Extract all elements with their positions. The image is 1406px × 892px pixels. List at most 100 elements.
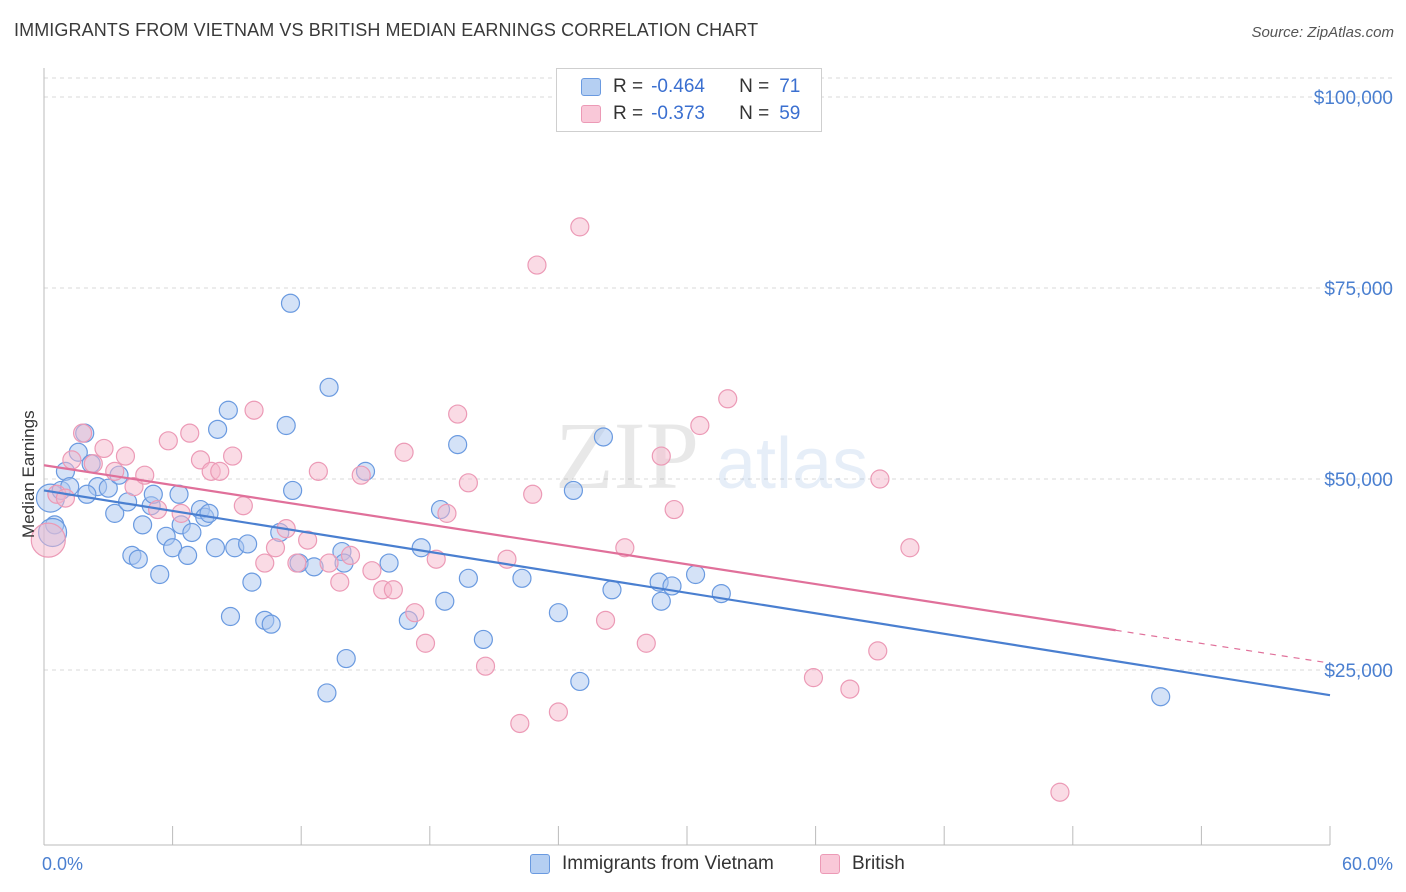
- point-vietnam: [77, 484, 97, 504]
- point-vietnam: [242, 572, 262, 592]
- point-british: [62, 450, 82, 470]
- point-vietnam: [150, 564, 170, 585]
- point-british: [595, 610, 616, 630]
- bottom-legend-swatch-british: [820, 854, 840, 874]
- point-vietnam: [182, 522, 202, 543]
- point-british: [319, 553, 339, 573]
- point-british: [115, 446, 136, 466]
- legend: R = -0.464 N = 71 R = -0.373 N = 59: [556, 68, 822, 132]
- point-british: [510, 713, 530, 734]
- point-vietnam: [336, 648, 356, 669]
- point-british: [548, 702, 569, 722]
- point-british: [405, 603, 425, 623]
- series-british-points: [30, 217, 1070, 802]
- point-vietnam: [163, 538, 183, 558]
- point-vietnam: [319, 377, 339, 397]
- point-vietnam: [651, 591, 671, 611]
- legend-n-value-british: 59: [779, 103, 801, 124]
- y-tick-label: $75,000: [1324, 279, 1393, 300]
- point-british: [651, 446, 671, 466]
- point-vietnam: [205, 538, 226, 558]
- legend-r-label: R =: [613, 76, 644, 97]
- trend-line-vietnam: [43, 489, 1331, 697]
- point-british: [223, 446, 243, 466]
- point-british: [415, 633, 436, 653]
- point-british: [30, 522, 66, 558]
- bottom-legend-vietnam: Immigrants from Vietnam: [530, 852, 774, 876]
- point-british: [664, 499, 684, 520]
- point-vietnam: [276, 415, 296, 436]
- trend-line-british: [43, 464, 1116, 632]
- point-british: [180, 423, 200, 443]
- point-british: [870, 469, 890, 489]
- point-british: [1050, 782, 1070, 802]
- point-vietnam: [220, 606, 241, 627]
- y-tick-label: $100,000: [1314, 88, 1393, 109]
- point-british: [340, 545, 361, 566]
- watermark: ZIP atlas: [555, 402, 868, 509]
- point-british: [158, 431, 178, 451]
- y-tick-label: $25,000: [1324, 661, 1393, 682]
- bottom-legend-label-vietnam: Immigrants from Vietnam: [562, 853, 774, 874]
- legend-r-label: R =: [613, 103, 644, 124]
- legend-row-vietnam: R = -0.464 N = 71: [581, 75, 800, 99]
- point-british: [265, 538, 286, 558]
- point-british: [458, 473, 478, 493]
- point-vietnam: [238, 534, 258, 554]
- point-british: [383, 580, 403, 600]
- point-vietnam: [218, 400, 238, 420]
- point-british: [475, 656, 496, 676]
- point-british: [437, 503, 457, 523]
- point-vietnam: [448, 435, 468, 455]
- watermark-atlas: atlas: [716, 424, 868, 504]
- point-british: [718, 389, 738, 409]
- point-vietnam: [283, 480, 303, 501]
- legend-n-label: N =: [739, 76, 770, 97]
- point-british: [840, 679, 860, 699]
- point-british: [615, 538, 635, 558]
- legend-n-value-vietnam: 71: [779, 76, 801, 97]
- bottom-legend-british: British: [820, 852, 905, 876]
- point-vietnam: [199, 503, 219, 523]
- point-vietnam: [208, 419, 228, 439]
- point-british: [868, 641, 888, 661]
- point-vietnam: [98, 478, 118, 498]
- point-british: [72, 423, 93, 443]
- point-vietnam: [317, 683, 337, 703]
- trend-line-british-extension: [1115, 629, 1331, 664]
- point-british: [900, 538, 920, 558]
- point-vietnam: [458, 568, 478, 588]
- point-vietnam: [512, 568, 532, 588]
- point-vietnam: [548, 603, 569, 623]
- point-british: [244, 400, 264, 420]
- chart-title: IMMIGRANTS FROM VIETNAM VS BRITISH MEDIA…: [14, 20, 759, 40]
- point-british: [636, 633, 656, 653]
- point-british: [570, 217, 590, 237]
- source-label: Source: ZipAtlas.com: [1251, 24, 1394, 41]
- point-vietnam: [570, 671, 590, 692]
- point-vietnam: [1151, 687, 1171, 707]
- legend-swatch-british: [581, 105, 601, 123]
- point-british: [330, 572, 350, 592]
- y-axis-label: Median Earnings: [19, 410, 38, 538]
- point-vietnam: [132, 515, 153, 535]
- point-vietnam: [261, 614, 281, 634]
- point-british: [523, 484, 543, 504]
- point-british: [351, 465, 371, 485]
- point-british: [308, 461, 328, 481]
- point-vietnam: [105, 503, 125, 523]
- point-vietnam: [563, 480, 584, 501]
- legend-row-british: R = -0.373 N = 59: [581, 102, 800, 126]
- point-vietnam: [280, 293, 301, 313]
- point-vietnam: [435, 591, 455, 611]
- y-tick-label: $50,000: [1324, 470, 1393, 491]
- legend-swatch-vietnam: [581, 78, 601, 96]
- point-british: [448, 404, 468, 424]
- point-vietnam: [379, 553, 399, 573]
- point-british: [690, 415, 710, 436]
- point-british: [255, 553, 275, 573]
- legend-r-value-british: -0.373: [651, 103, 705, 124]
- x-tick-label: 60.0%: [1342, 854, 1393, 874]
- point-british: [233, 496, 253, 516]
